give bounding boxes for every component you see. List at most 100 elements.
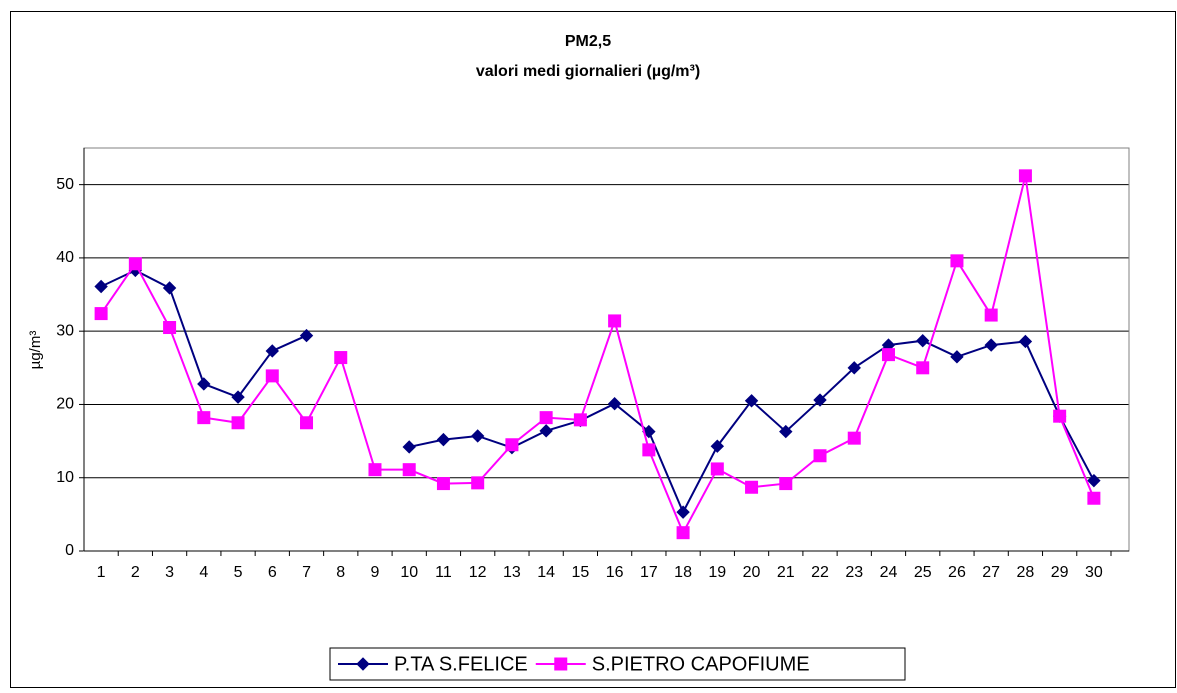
- x-tick-label: 8: [336, 564, 345, 581]
- x-tick-label: 23: [845, 564, 863, 581]
- data-point: [984, 338, 998, 352]
- y-tick-label: 30: [56, 322, 74, 339]
- data-point: [642, 424, 656, 439]
- chart-subtitle: valori medi giornalieri (µg/m³): [476, 63, 700, 80]
- data-point: [539, 424, 553, 438]
- x-tick-label: 5: [234, 564, 243, 581]
- data-point: [197, 377, 211, 391]
- x-tick-label: 18: [674, 564, 692, 581]
- x-tick-label: 6: [268, 564, 277, 581]
- data-point: [334, 351, 348, 365]
- x-tick-label: 24: [880, 564, 898, 581]
- data-point: [1018, 334, 1033, 349]
- data-point: [745, 480, 759, 494]
- data-point: [916, 333, 930, 348]
- data-point: [231, 416, 245, 430]
- y-tick-label: 40: [56, 249, 74, 266]
- data-point: [607, 397, 622, 411]
- data-point: [265, 344, 279, 358]
- data-point: [162, 281, 177, 295]
- data-point: [1018, 169, 1032, 183]
- data-point: [813, 393, 827, 407]
- data-point: [402, 440, 416, 454]
- legend-box: [329, 647, 906, 681]
- data-point: [265, 369, 279, 383]
- x-tick-label: 22: [811, 564, 829, 581]
- x-tick-label: 25: [914, 564, 932, 581]
- data-point: [881, 348, 895, 362]
- x-tick-label: 9: [371, 564, 380, 581]
- data-point: [128, 257, 142, 271]
- data-point: [710, 462, 724, 476]
- x-tick-label: 30: [1085, 564, 1103, 581]
- y-tick-label: 10: [56, 469, 74, 486]
- data-point: [436, 477, 450, 491]
- y-tick-label: 20: [56, 396, 74, 413]
- data-point: [368, 463, 382, 477]
- x-tick-label: 29: [1051, 564, 1069, 581]
- x-tick-label: 2: [131, 564, 140, 581]
- legend: P.TA S.FELICE S.PIETRO CAPOFIUME: [329, 647, 906, 681]
- x-tick-label: 14: [537, 564, 555, 581]
- x-tick-label: 15: [571, 564, 589, 581]
- data-point: [436, 432, 451, 447]
- data-point: [779, 424, 793, 439]
- chart-title: PM2,5: [565, 33, 611, 50]
- data-point: [197, 411, 211, 425]
- x-tick-label: 1: [97, 564, 106, 581]
- data-point: [94, 279, 108, 294]
- data-point: [608, 314, 622, 328]
- data-point: [710, 439, 725, 453]
- x-tick-label: 19: [708, 564, 726, 581]
- chart-border: [10, 11, 1176, 688]
- legend-marker: [554, 657, 568, 671]
- data-point: [94, 307, 108, 321]
- data-point: [573, 413, 587, 427]
- data-point: [163, 321, 177, 335]
- y-tick-label: 0: [65, 542, 74, 559]
- data-point: [231, 390, 245, 404]
- data-point: [300, 416, 314, 430]
- x-tick-label: 3: [165, 564, 174, 581]
- data-point: [744, 394, 759, 408]
- data-point: [1087, 473, 1101, 488]
- data-point: [950, 350, 964, 364]
- x-tick-label: 26: [948, 564, 966, 581]
- x-tick-label: 4: [199, 564, 208, 581]
- data-point: [916, 361, 930, 375]
- y-axis-label: µg/m³: [27, 331, 44, 370]
- x-tick-label: 11: [435, 564, 452, 581]
- data-point: [505, 438, 519, 452]
- x-tick-label: 10: [400, 564, 418, 581]
- x-tick-label: 16: [606, 564, 624, 581]
- data-point: [847, 361, 861, 375]
- legend-label: S.PIETRO CAPOFIUME: [592, 653, 810, 675]
- data-point: [847, 431, 861, 445]
- data-point: [471, 476, 485, 490]
- x-tick-label: 27: [982, 564, 1000, 581]
- data-point: [1087, 491, 1101, 505]
- data-point: [676, 505, 690, 519]
- y-tick-label: 50: [56, 176, 74, 193]
- series-line: [100, 175, 1095, 536]
- x-tick-label: 17: [640, 564, 658, 581]
- data-point: [402, 463, 416, 477]
- x-tick-label: 13: [503, 564, 521, 581]
- data-point: [1053, 409, 1067, 423]
- legend-label: P.TA S.FELICE: [394, 653, 528, 675]
- data-point: [779, 477, 793, 491]
- data-point: [950, 254, 964, 268]
- data-point: [813, 449, 827, 463]
- legend-marker: [356, 657, 370, 671]
- x-tick-label: 7: [302, 564, 311, 581]
- data-point: [642, 443, 656, 457]
- data-point: [676, 526, 690, 540]
- x-tick-label: 21: [777, 564, 795, 581]
- x-tick-label: 28: [1017, 564, 1035, 581]
- x-tick-label: 20: [743, 564, 761, 581]
- data-point: [539, 411, 553, 425]
- data-point: [470, 429, 485, 443]
- x-tick-label: 12: [469, 564, 487, 581]
- data-point: [984, 308, 998, 322]
